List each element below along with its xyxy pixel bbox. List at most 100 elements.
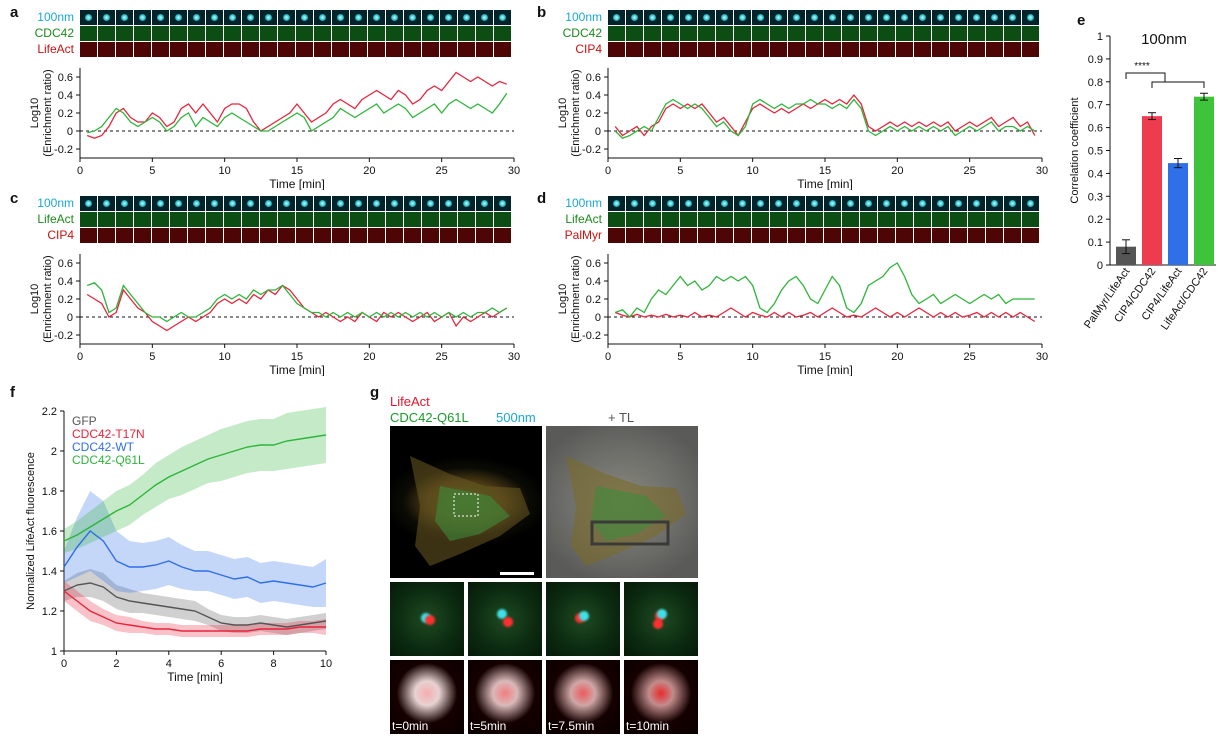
strip-tile <box>842 10 859 25</box>
strip-tile <box>608 196 625 211</box>
strip-tile <box>644 212 661 227</box>
strip-tile <box>476 26 493 41</box>
y-axis-label: Normalized LifeAct fluorescence <box>25 452 37 610</box>
strip-tile <box>788 10 805 25</box>
strip-tile <box>278 196 295 211</box>
panel-b-strip-2 <box>608 42 1039 57</box>
strip-tile <box>386 228 403 243</box>
strip-tile <box>188 212 205 227</box>
strip-tile <box>752 212 769 227</box>
y-tick-label: 0.2 <box>1088 214 1103 226</box>
g-merge-tile-0 <box>390 582 464 656</box>
strip-tile <box>368 42 385 57</box>
strip-tile <box>734 228 751 243</box>
strip-tile <box>878 212 895 227</box>
series-line-1 <box>86 282 508 323</box>
strip-tile <box>98 196 115 211</box>
panel-c-label: c <box>10 190 19 207</box>
strip-tile <box>1004 196 1021 211</box>
strip-tile <box>770 212 787 227</box>
legend-entry-3: CDC42-Q61L <box>72 453 145 467</box>
strip-tile <box>314 212 331 227</box>
y-tick-label: 0.4 <box>586 90 601 102</box>
panel-c-strip-1 <box>80 212 511 227</box>
strip-tile <box>662 26 679 41</box>
panel-a-label: a <box>10 4 19 21</box>
g-merge-tile-3 <box>624 582 698 656</box>
strip-tile <box>116 42 133 57</box>
strip-tile <box>932 10 949 25</box>
bar-3 <box>1194 96 1214 265</box>
strip-tile <box>404 196 421 211</box>
strip-tile <box>860 196 877 211</box>
panel-d-row-label-2: PalMyr <box>564 228 602 242</box>
error-band-2 <box>64 491 326 607</box>
strip-tile <box>644 228 661 243</box>
error-band-0 <box>64 569 326 635</box>
strip-tile <box>440 26 457 41</box>
strip-tile <box>1004 212 1021 227</box>
strip-tile <box>626 212 643 227</box>
strip-tile <box>278 42 295 57</box>
strip-tile <box>950 196 967 211</box>
y-axis-label-1: Log10 <box>29 284 41 315</box>
y-tick-label: 0.1 <box>1088 237 1103 249</box>
panel-c-strip-0 <box>80 196 511 211</box>
strip-tile <box>842 228 859 243</box>
strip-tile <box>80 196 97 211</box>
strip-tile <box>860 10 877 25</box>
strip-tile <box>494 26 511 41</box>
strip-tile <box>698 42 715 57</box>
strip-tile <box>404 26 421 41</box>
g-merge-tile-1 <box>468 582 542 656</box>
strip-tile <box>278 10 295 25</box>
strip-tile <box>1022 10 1039 25</box>
strip-tile <box>662 212 679 227</box>
x-tick-label: 15 <box>291 351 303 363</box>
strip-tile <box>152 10 169 25</box>
strip-tile <box>626 42 643 57</box>
strip-tile <box>716 42 733 57</box>
series-line-0 <box>614 93 1036 137</box>
strip-tile <box>224 26 241 41</box>
strip-tile <box>716 196 733 211</box>
strip-tile <box>932 212 949 227</box>
y-tick-label: 0.6 <box>586 72 601 84</box>
strip-tile <box>734 26 751 41</box>
strip-tile <box>644 26 661 41</box>
x-tick-label: 5 <box>149 165 155 177</box>
panel-c-row-label-1: LifeAct <box>37 212 74 226</box>
g-lifeact-tile-0: t=0min <box>390 660 464 734</box>
strip-tile <box>206 26 223 41</box>
panel-a-row-label-1: CDC42 <box>34 26 74 40</box>
strip-tile <box>368 212 385 227</box>
strip-tile <box>734 10 751 25</box>
strip-tile <box>404 228 421 243</box>
x-tick-label: 10 <box>219 351 231 363</box>
panel-d-row-label-0: 100nm <box>565 196 602 210</box>
y-axis-label-2: (Enrichment ratio) <box>42 255 54 342</box>
panel-d-row-label-1: LifeAct <box>565 212 602 226</box>
strip-tile <box>440 196 457 211</box>
strip-tile <box>332 196 349 211</box>
strip-tile <box>368 228 385 243</box>
strip-tile <box>80 212 97 227</box>
strip-tile <box>314 10 331 25</box>
g-lifeact-tile-3: t=10min <box>624 660 698 734</box>
strip-tile <box>914 26 931 41</box>
strip-tile <box>494 228 511 243</box>
y-tick-label: 2.2 <box>42 406 57 418</box>
strip-tile <box>296 196 313 211</box>
strip-tile <box>116 228 133 243</box>
y-tick-label: 0 <box>67 312 73 324</box>
strip-tile <box>152 228 169 243</box>
strip-tile <box>968 196 985 211</box>
strip-tile <box>680 196 697 211</box>
strip-tile <box>968 42 985 57</box>
strip-tile <box>278 26 295 41</box>
strip-tile <box>626 26 643 41</box>
strip-tile <box>608 26 625 41</box>
strip-tile <box>188 228 205 243</box>
fluorescent-spot <box>657 609 667 619</box>
strip-tile <box>188 10 205 25</box>
